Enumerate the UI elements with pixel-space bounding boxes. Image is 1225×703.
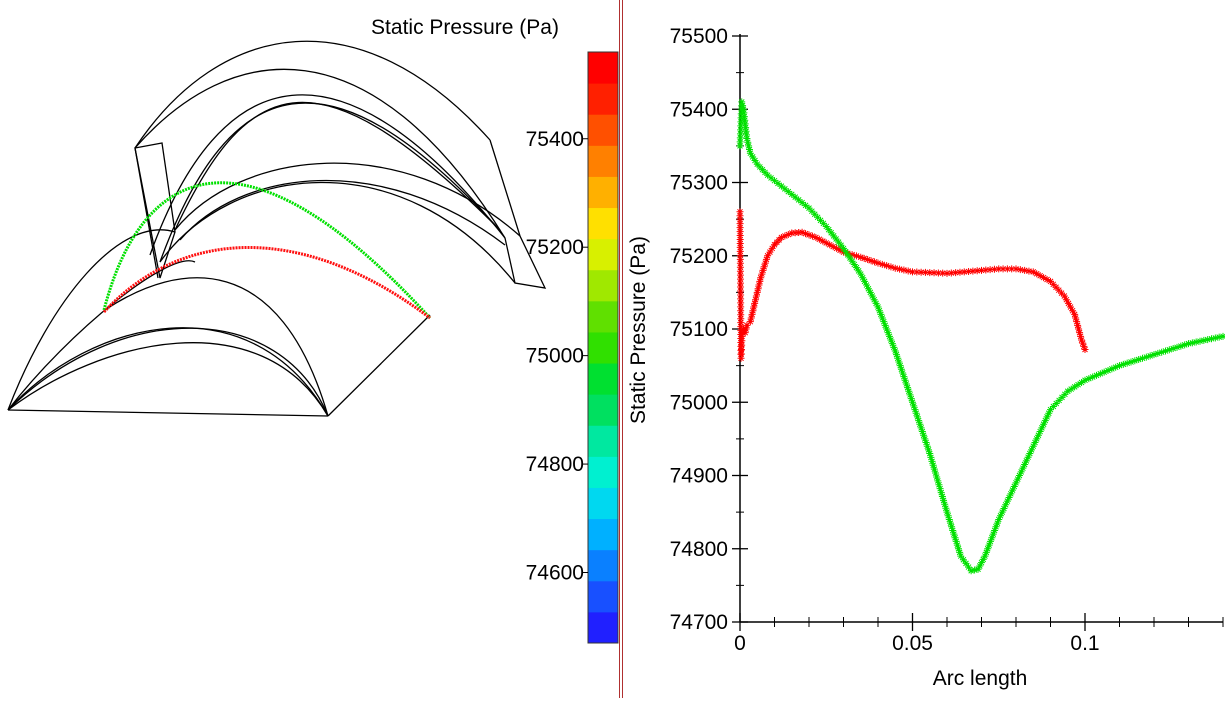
colorbar-tick-label: 74800 — [526, 453, 584, 476]
blade-mesh-outline — [8, 41, 545, 416]
y-axis-label: Static Pressure (Pa) — [627, 236, 650, 424]
asterisk-markers — [737, 98, 1225, 574]
colorbar-band — [588, 332, 618, 364]
contour-view: Static Pressure (Pa) 75400 75200 75000 7480… — [0, 0, 620, 698]
colorbar-band — [588, 270, 618, 302]
colorbar-band — [588, 612, 618, 644]
colorbar-band — [588, 425, 618, 457]
colorbar-band — [588, 581, 618, 613]
y-tick-label: 75100 — [670, 318, 728, 341]
colorbar-band — [588, 239, 618, 271]
y-tick-label: 74900 — [670, 465, 728, 488]
y-tick-label: 75500 — [670, 25, 728, 48]
asterisk-marker — [1082, 346, 1089, 353]
y-tick-label: 75300 — [670, 172, 728, 195]
asterisk-markers — [737, 208, 1089, 361]
red-series — [737, 208, 1089, 361]
colorbar-band — [588, 83, 618, 115]
red-surface-line — [104, 247, 430, 318]
colorbar-band — [588, 52, 618, 84]
colorbar-ticks: 75400 75200 75000 74800 74600 — [526, 128, 588, 585]
colorbar-tick-label: 75200 — [526, 236, 584, 259]
colorbar-band — [588, 363, 618, 395]
colorbar-tick-label: 75400 — [526, 128, 584, 151]
contour-view-panel: Static Pressure (Pa) 75400 75200 75000 7480… — [0, 0, 620, 698]
y-tick-label: 75400 — [670, 98, 728, 121]
colorbar — [588, 52, 618, 644]
colorbar-band — [588, 394, 618, 426]
colorbar-band — [588, 145, 618, 177]
y-tick-label: 74700 — [670, 611, 728, 634]
x-tick-label: 0.05 — [892, 632, 933, 655]
colorbar-band — [588, 176, 618, 208]
colorbar-band — [588, 208, 618, 240]
colorbar-tick-label: 75000 — [526, 345, 584, 368]
y-tick-label: 74800 — [670, 538, 728, 561]
xy-plot-panel: 74700 74800 74900 75000 75100 75200 75300 75400… — [623, 0, 1225, 698]
x-axis-label: Arc length — [933, 667, 1028, 690]
plot-series — [737, 98, 1225, 574]
colorbar-tick-label: 74600 — [526, 562, 584, 585]
green-series — [737, 98, 1225, 574]
plot-axes: 74700 74800 74900 75000 75100 75200 75300 75400… — [670, 25, 1223, 655]
legend-title: Static Pressure (Pa) — [371, 16, 559, 39]
colorbar-band — [588, 550, 618, 582]
series-line — [740, 102, 1223, 571]
y-tick-label: 75200 — [670, 245, 728, 268]
xy-plot: 74700 74800 74900 75000 75100 75200 75300 75400… — [623, 0, 1225, 698]
colorbar-band — [588, 519, 618, 551]
x-tick-label: 0.1 — [1070, 632, 1099, 655]
colorbar-band — [588, 487, 618, 519]
colorbar-band — [588, 301, 618, 333]
y-tick-label: 75000 — [670, 391, 728, 414]
colorbar-band — [588, 114, 618, 146]
colorbar-band — [588, 456, 618, 488]
x-tick-label: 0 — [734, 632, 746, 655]
